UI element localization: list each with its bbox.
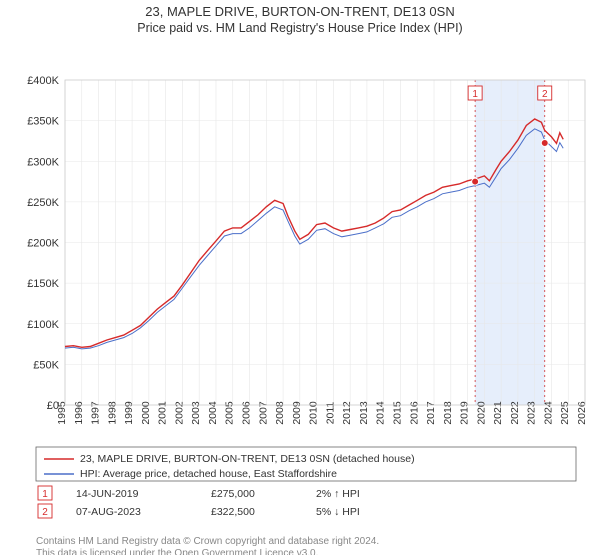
svg-text:1: 1 — [42, 489, 48, 500]
svg-text:1: 1 — [472, 89, 478, 100]
y-tick-label: £50K — [33, 359, 59, 371]
sale-delta: 5% ↓ HPI — [316, 506, 360, 518]
legend-label: 23, MAPLE DRIVE, BURTON-ON-TRENT, DE13 0… — [80, 453, 415, 465]
y-tick-label: £300K — [27, 156, 59, 168]
y-tick-label: £350K — [27, 116, 59, 128]
sale-dot — [472, 178, 479, 185]
footer-line-1: Contains HM Land Registry data © Crown c… — [36, 536, 379, 547]
sale-price: £322,500 — [211, 506, 255, 518]
sale-date: 07-AUG-2023 — [76, 506, 141, 518]
y-tick-label: £200K — [27, 238, 59, 250]
sale-date: 14-JUN-2019 — [76, 488, 139, 500]
y-tick-label: £250K — [27, 197, 59, 209]
page-subtitle: Price paid vs. HM Land Registry's House … — [0, 21, 600, 35]
sale-price: £275,000 — [211, 488, 255, 500]
price-chart: £0£50K£100K£150K£200K£250K£300K£350K£400… — [0, 35, 600, 555]
y-tick-label: £150K — [27, 278, 59, 290]
sale-delta: 2% ↑ HPI — [316, 488, 360, 500]
legend-label: HPI: Average price, detached house, East… — [80, 468, 337, 480]
sale-dot — [541, 139, 548, 146]
page-title: 23, MAPLE DRIVE, BURTON-ON-TRENT, DE13 0… — [0, 4, 600, 19]
svg-text:2: 2 — [542, 89, 548, 100]
y-tick-label: £400K — [27, 75, 59, 87]
svg-text:2: 2 — [42, 507, 48, 518]
footer-line-2: This data is licensed under the Open Gov… — [36, 548, 318, 555]
y-tick-label: £100K — [27, 319, 59, 331]
